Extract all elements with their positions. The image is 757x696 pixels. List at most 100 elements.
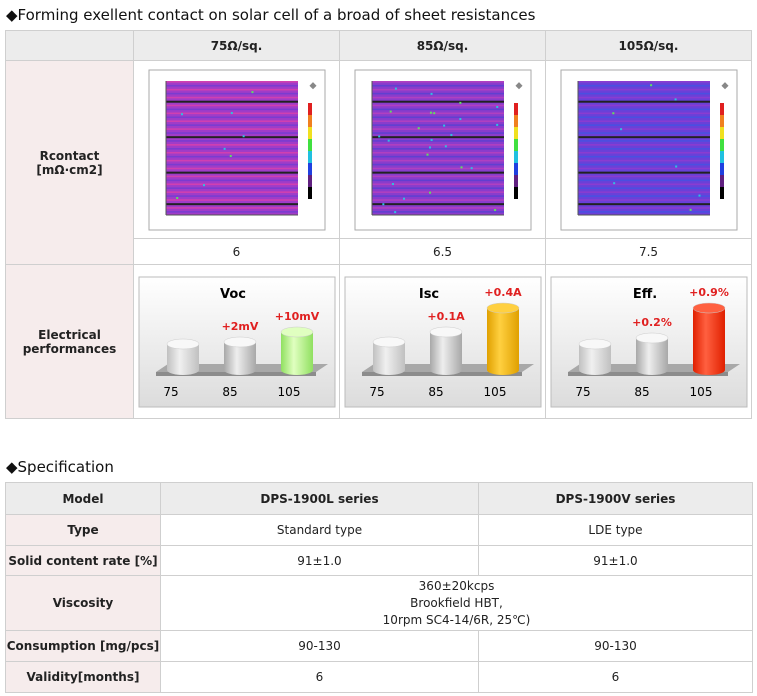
stripe [165, 115, 298, 118]
stripe [371, 179, 504, 181]
bar-label: 105 [277, 385, 300, 399]
section-title: ◆Forming exellent contact on solar cell … [6, 6, 536, 24]
value-cell: 90-130 [160, 630, 479, 662]
cylinder-top [280, 326, 313, 337]
cylinder-base [486, 364, 519, 375]
cylinder-base [223, 364, 256, 375]
colorbar [513, 198, 518, 211]
speck [429, 111, 432, 114]
speck [381, 202, 384, 205]
cylinder-chart: Voc 75 85 +2mV 105 +10mV [138, 276, 335, 407]
colorbar [307, 150, 312, 163]
colorbar [719, 186, 724, 199]
stripe [577, 151, 710, 154]
stripe [577, 194, 710, 197]
colorbar [719, 174, 724, 187]
colorbar [513, 102, 518, 115]
stripe [577, 186, 710, 189]
label-line: performances [22, 341, 117, 356]
colorbar [307, 114, 312, 127]
stripe [165, 167, 298, 169]
stripe [165, 190, 298, 193]
stripe [577, 202, 710, 205]
colorbar [513, 186, 518, 199]
bar-label: 105 [483, 385, 506, 399]
cylinder-chart: Eff. 75 85 +0.2% 105 +0.9% [550, 276, 747, 407]
speck [389, 110, 392, 113]
image-cell [545, 60, 752, 239]
stripe [577, 171, 710, 174]
colorbar [513, 174, 518, 187]
stripe [371, 131, 504, 134]
stripe [577, 104, 710, 106]
value-cell: 90-130 [478, 630, 753, 662]
stripe [165, 131, 298, 134]
stripe [165, 202, 298, 205]
cylinder-body [486, 307, 519, 370]
stripe [577, 206, 710, 209]
stripe [371, 80, 504, 83]
stripe [371, 194, 504, 197]
stripe [165, 104, 298, 106]
cylinder-base [166, 364, 199, 375]
colorbar [719, 150, 724, 163]
cylinder-top [486, 302, 519, 313]
cylinder-body [280, 331, 313, 370]
speck [449, 133, 452, 136]
cylinder-base [372, 364, 405, 375]
speck [619, 127, 622, 130]
stripe [165, 139, 298, 142]
delta-label: +0.4A [484, 286, 522, 299]
heatmap [560, 69, 737, 230]
bar-label: 75 [575, 385, 590, 399]
row-label: Consumption [mg/pcs] [5, 630, 161, 662]
colorbar [307, 174, 312, 187]
speck [495, 123, 498, 126]
stripe [371, 167, 504, 169]
stripe [165, 194, 298, 197]
header-cell: 85Ω/sq. [339, 30, 546, 61]
header-cell: DPS-1900V series [478, 482, 753, 515]
stripe [165, 135, 298, 138]
colorbar [513, 114, 518, 127]
stripe [371, 198, 504, 201]
colorbar [307, 102, 312, 115]
stripe [577, 92, 710, 94]
stripe [577, 190, 710, 193]
header-cell: 105Ω/sq. [545, 30, 752, 61]
colorbar [307, 186, 312, 199]
stripe [371, 163, 504, 165]
speck [180, 112, 183, 115]
speck [428, 145, 431, 148]
stripe [165, 171, 298, 174]
stripe [577, 210, 710, 213]
heatmap [148, 69, 325, 230]
delta-label: +0.9% [689, 286, 729, 299]
speck [402, 197, 405, 200]
stripe [371, 147, 504, 150]
cylinder-body [635, 337, 668, 370]
value-cell: LDE type [478, 514, 753, 546]
speck [442, 124, 445, 127]
stripe [577, 112, 710, 114]
stripe [371, 127, 504, 130]
header-cell: DPS-1900L series [160, 482, 479, 515]
stripe [371, 108, 504, 110]
value-line: Brookfield HBT, [410, 595, 503, 610]
stripe [165, 88, 298, 90]
stripe [577, 119, 710, 122]
stripe [371, 175, 504, 177]
colorbar [513, 138, 518, 151]
speck [674, 97, 677, 100]
colorbar [719, 114, 724, 127]
spec-row: Type Standard type LDE type [5, 514, 753, 546]
stripe [165, 175, 298, 177]
stripe [371, 135, 504, 138]
delta-label: +0.1A [427, 310, 465, 323]
speck [460, 165, 463, 168]
speck [612, 181, 615, 184]
speck [444, 144, 447, 147]
stripe [371, 171, 504, 174]
value-cell: 91±1.0 [478, 545, 753, 576]
stripe [165, 127, 298, 130]
